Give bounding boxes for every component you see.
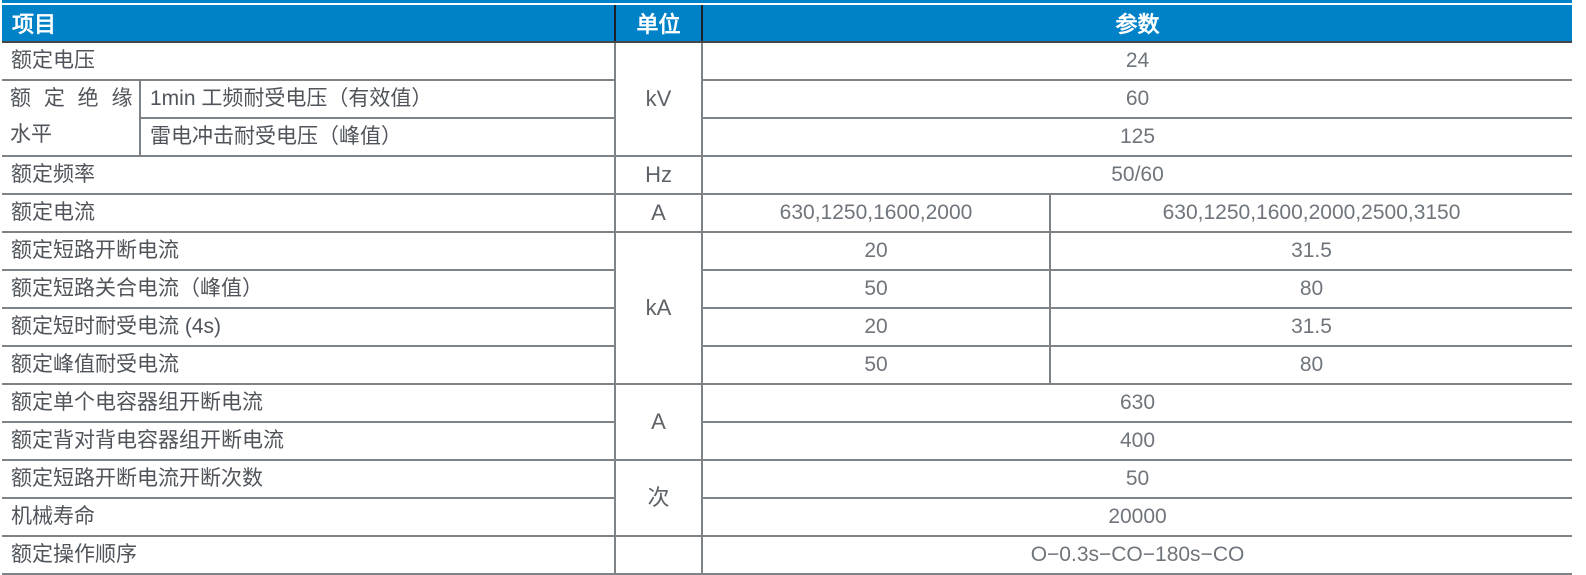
table-top-accent-strip — [2, 0, 1572, 3]
breaking-operations-value: 50 — [702, 459, 1573, 498]
insulation-level-line1: 额 定 绝 缘 — [10, 87, 133, 110]
short-circuit-making-value-b: 80 — [1050, 269, 1573, 308]
short-time-withstand-label: 额定短时耐受电流 (4s) — [2, 307, 617, 346]
unit-a-2: A — [615, 383, 704, 460]
peak-withstand-label: 额定峰值耐受电流 — [2, 345, 617, 384]
row-single-capacitor-bank: 额定单个电容器组开断电流 A 630 — [2, 383, 1573, 460]
header-param: 参数 — [702, 5, 1573, 43]
rated-current-value-b: 630,1250,1600,2000,2500,3150 — [1050, 193, 1573, 232]
back-to-back-capacitor-label: 额定背对背电容器组开断电流 — [2, 421, 617, 460]
mechanical-life-label: 机械寿命 — [2, 497, 617, 536]
breaking-operations-label: 额定短路开断电流开断次数 — [2, 459, 617, 498]
row-power-freq-withstand: 额 定 绝 缘 水平 1min 工频耐受电压（有效值） 60 — [2, 79, 1573, 156]
power-freq-withstand-value: 60 — [702, 79, 1573, 118]
rated-current-value-a: 630,1250,1600,2000 — [702, 193, 1052, 232]
power-freq-withstand-label: 1min 工频耐受电压（有效值） — [140, 79, 617, 118]
row-rated-frequency: 额定频率 Hz 50/60 — [2, 155, 1573, 194]
rated-frequency-value: 50/60 — [702, 155, 1573, 194]
unit-times: 次 — [615, 459, 704, 536]
rated-current-label: 额定电流 — [2, 193, 617, 232]
row-peak-withstand: 额定峰值耐受电流 50 80 — [2, 345, 1573, 384]
header-unit: 单位 — [615, 5, 704, 43]
short-time-withstand-value-b: 31.5 — [1050, 307, 1573, 346]
header-item: 项目 — [2, 5, 617, 43]
insulation-level-line2: 水平 — [10, 123, 52, 146]
row-lightning-impulse: 雷电冲击耐受电压（峰值） 125 — [2, 117, 1573, 156]
row-rated-current: 额定电流 A 630,1250,1600,2000 630,1250,1600,… — [2, 193, 1573, 232]
rated-frequency-label: 额定频率 — [2, 155, 617, 194]
unit-kv: kV — [615, 41, 704, 156]
unit-a: A — [615, 193, 704, 232]
operating-sequence-value: O−0.3s−CO−180s−CO — [702, 535, 1573, 575]
short-circuit-breaking-value-a: 20 — [702, 231, 1052, 270]
short-circuit-making-value-a: 50 — [702, 269, 1052, 308]
row-mechanical-life: 机械寿命 20000 — [2, 497, 1573, 536]
row-rated-voltage: 额定电压 kV 24 — [2, 41, 1573, 156]
mechanical-life-value: 20000 — [702, 497, 1573, 536]
spec-table: 项目 单位 参数 额定电压 kV 24 额 定 绝 缘 水平 1min 工频耐受… — [2, 5, 1573, 575]
peak-withstand-value-a: 50 — [702, 345, 1052, 384]
peak-withstand-value-b: 80 — [1050, 345, 1573, 384]
single-capacitor-bank-label: 额定单个电容器组开断电流 — [2, 383, 617, 422]
unit-hz: Hz — [615, 155, 704, 194]
unit-empty — [615, 535, 704, 575]
row-short-circuit-breaking: 额定短路开断电流 kA 20 31.5 — [2, 231, 1573, 384]
unit-ka: kA — [615, 231, 704, 384]
single-capacitor-bank-value: 630 — [702, 383, 1573, 422]
operating-sequence-label: 额定操作顺序 — [2, 535, 617, 575]
short-circuit-making-label: 额定短路关合电流（峰值） — [2, 269, 617, 308]
rated-voltage-label: 额定电压 — [2, 41, 617, 80]
row-operating-sequence: 额定操作顺序 O−0.3s−CO−180s−CO — [2, 535, 1573, 575]
row-back-to-back-capacitor: 额定背对背电容器组开断电流 400 — [2, 421, 1573, 460]
header-row: 项目 单位 参数 — [2, 5, 1573, 43]
lightning-impulse-label: 雷电冲击耐受电压（峰值） — [140, 117, 617, 156]
short-circuit-breaking-value-b: 31.5 — [1050, 231, 1573, 270]
short-time-withstand-value-a: 20 — [702, 307, 1052, 346]
row-short-circuit-making: 额定短路关合电流（峰值） 50 80 — [2, 269, 1573, 308]
lightning-impulse-value: 125 — [702, 117, 1573, 156]
insulation-level-group-label: 额 定 绝 缘 水平 — [2, 79, 141, 156]
row-breaking-operations: 额定短路开断电流开断次数 次 50 — [2, 459, 1573, 536]
table-top-gap — [2, 3, 1572, 5]
row-short-time-withstand: 额定短时耐受电流 (4s) 20 31.5 — [2, 307, 1573, 346]
short-circuit-breaking-label: 额定短路开断电流 — [2, 231, 617, 270]
back-to-back-capacitor-value: 400 — [702, 421, 1573, 460]
rated-voltage-value: 24 — [702, 41, 1573, 80]
